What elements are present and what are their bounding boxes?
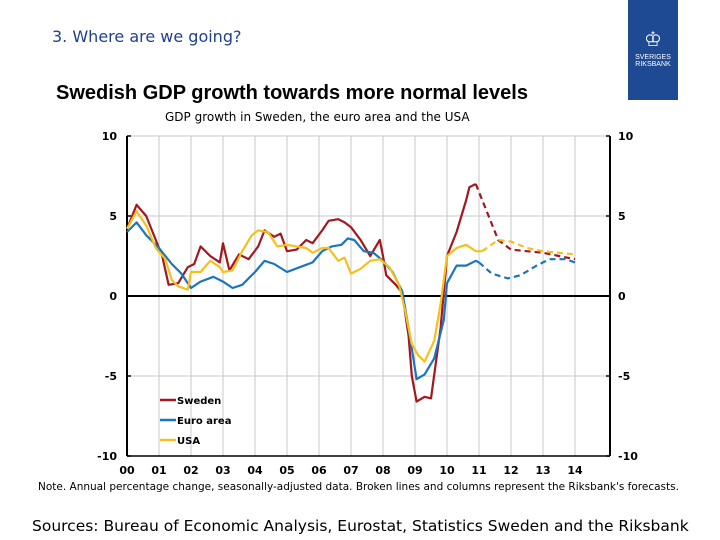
legend-label: Euro area	[177, 416, 231, 427]
slide-title: Swedish GDP growth towards more normal l…	[56, 82, 528, 104]
y-tick-label-left: 0	[109, 290, 117, 303]
y-tick-label-left: -10	[97, 450, 117, 463]
x-tick-label: 01	[151, 464, 166, 477]
series-sweden-actual	[125, 183, 477, 403]
series-euro-area-forecast	[478, 258, 576, 280]
x-tick-label: 06	[311, 464, 327, 477]
crown-crest-icon: ♔	[644, 29, 662, 51]
x-tick-label: 03	[215, 464, 230, 477]
x-tick-label: 05	[279, 464, 294, 477]
y-tick-label-right: 5	[618, 210, 626, 223]
riksbank-logo: ♔ SVERIGES RIKSBANK	[628, 0, 678, 100]
x-tick-label: 09	[407, 464, 422, 477]
chart-subtitle: GDP growth in Sweden, the euro area and …	[165, 110, 470, 124]
x-tick-label: 10	[439, 464, 455, 477]
x-tick-label: 02	[183, 464, 198, 477]
chart-note: Note. Annual percentage change, seasonal…	[38, 481, 679, 493]
x-tick-label: 07	[343, 464, 358, 477]
series-sweden-forecast	[474, 183, 576, 261]
x-tick-label: 13	[535, 464, 550, 477]
x-tick-label: 08	[375, 464, 390, 477]
x-tick-label: 11	[471, 464, 486, 477]
sources: Sources: Bureau of Economic Analysis, Eu…	[32, 517, 689, 535]
legend-label: USA	[177, 436, 200, 447]
legend-label: Sweden	[177, 396, 221, 407]
x-tick-label: 04	[247, 464, 263, 477]
y-tick-label-right: 10	[618, 130, 634, 143]
y-tick-label-left: 10	[102, 130, 118, 143]
y-tick-label-right: -10	[618, 450, 638, 463]
y-tick-label-left: -5	[105, 370, 117, 383]
x-tick-label: 00	[119, 464, 135, 477]
series-usa-forecast	[481, 238, 576, 256]
series-usa-actual	[126, 210, 483, 363]
y-tick-label-left: 5	[109, 210, 117, 223]
y-tick-label-right: -5	[618, 370, 630, 383]
section-heading: 3. Where are we going?	[52, 27, 242, 46]
x-tick-label: 14	[567, 464, 583, 477]
y-tick-label-right: 0	[618, 290, 626, 303]
x-tick-label: 12	[503, 464, 518, 477]
